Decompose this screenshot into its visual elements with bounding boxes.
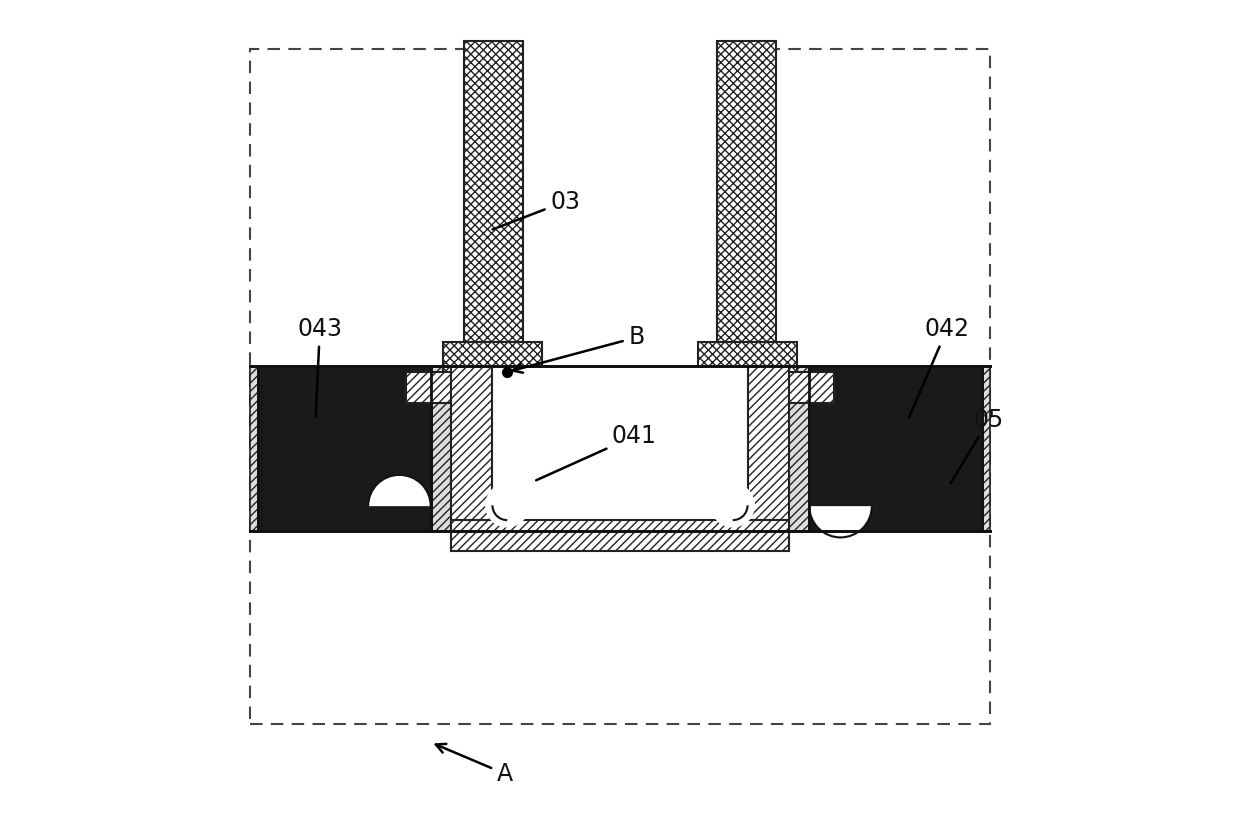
Text: 05: 05 [951,407,1004,483]
Wedge shape [368,475,430,506]
Bar [249,49,991,724]
Circle shape [711,483,755,528]
Circle shape [485,483,529,528]
Bar [405,372,542,403]
Bar [430,267,810,366]
Wedge shape [810,506,872,537]
Text: B: B [512,325,645,373]
Text: A: A [435,744,512,786]
Bar [451,520,789,551]
Bar [810,366,982,531]
Bar [523,41,717,342]
Text: 042: 042 [909,317,970,417]
Text: 043: 043 [298,317,342,417]
Bar [249,366,991,531]
Bar [492,366,748,520]
Bar [698,372,835,403]
Bar [698,342,797,374]
Bar [258,366,430,531]
Bar [717,41,776,342]
Bar [810,366,982,531]
Text: 03: 03 [492,189,580,230]
Bar [451,366,492,531]
Bar [748,366,789,531]
Bar [258,366,430,531]
Bar [249,366,991,531]
Text: 041: 041 [536,424,657,481]
Bar [443,342,542,374]
Bar [464,41,523,342]
